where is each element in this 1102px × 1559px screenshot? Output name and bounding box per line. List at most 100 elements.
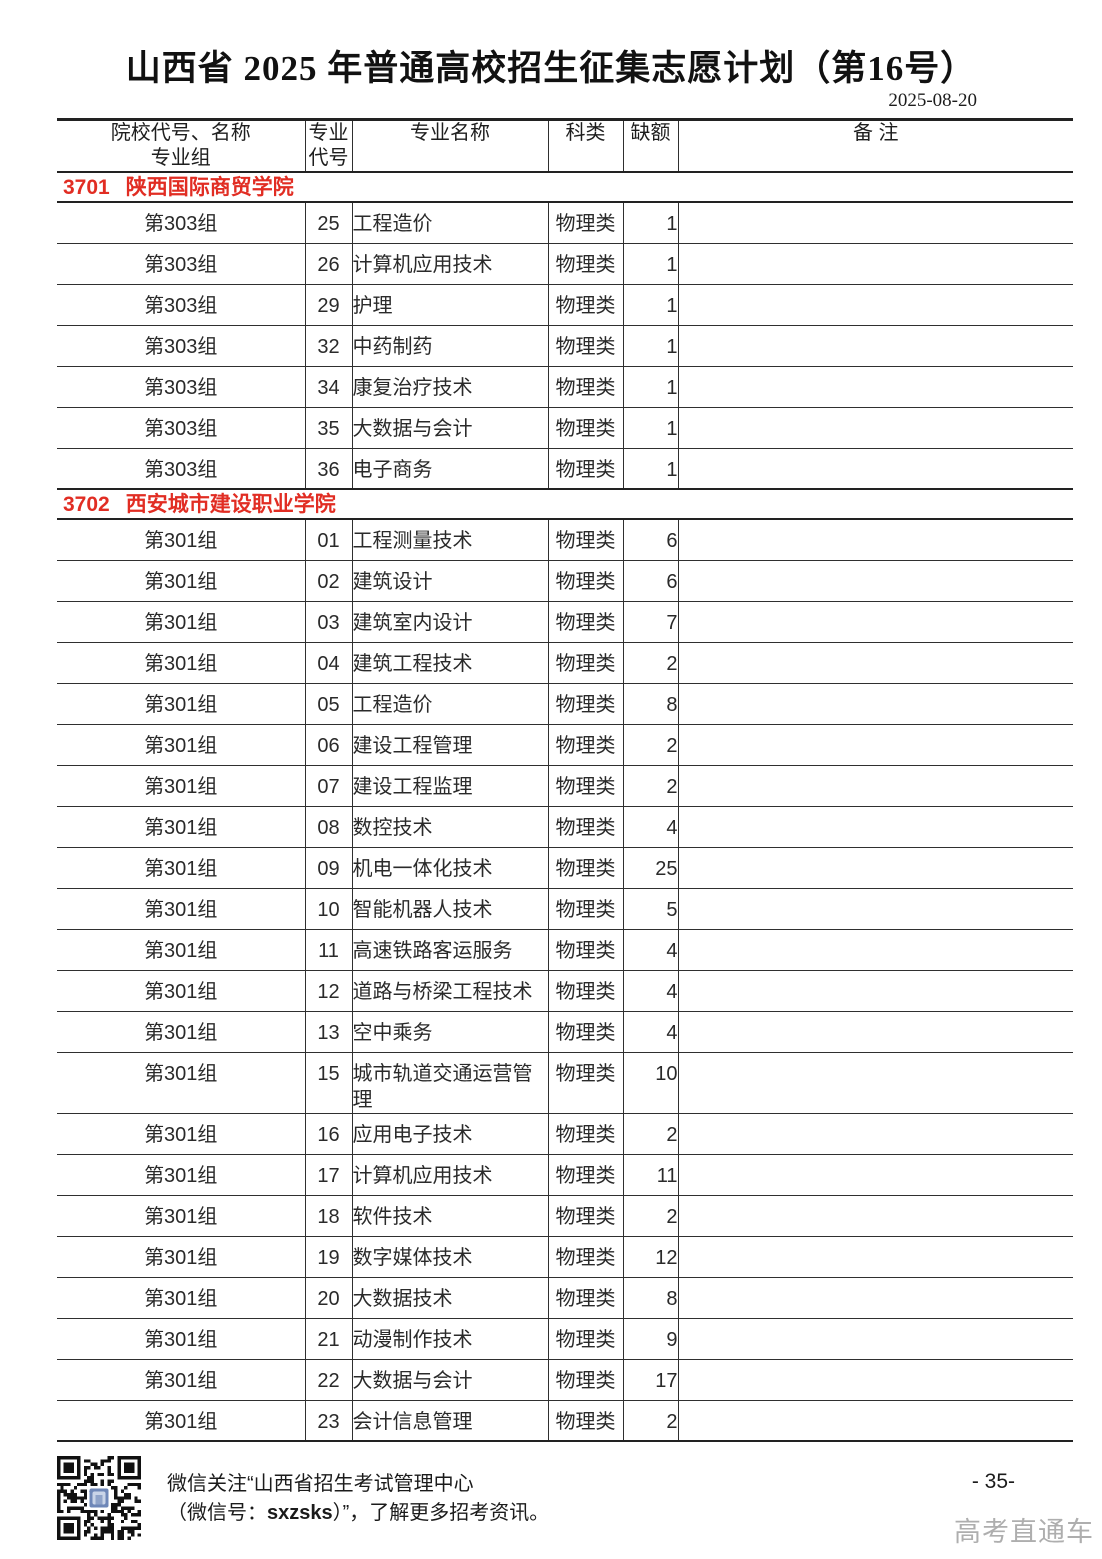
subject-cell: 物理类	[548, 1236, 624, 1277]
vacancy-cell: 1	[623, 366, 679, 407]
major-name-cell: 大数据与会计	[352, 407, 549, 448]
group-cell: 第301组	[57, 806, 306, 847]
major-code-cell: 07	[305, 765, 353, 806]
group-cell: 第301组	[57, 683, 306, 724]
group-cell: 第301组	[57, 560, 306, 601]
major-code-cell: 05	[305, 683, 353, 724]
section-code: 3701	[63, 176, 110, 199]
note-cell	[678, 202, 1073, 243]
subject-cell: 物理类	[548, 560, 624, 601]
table-row: 第301组 08 数控技术 物理类 4	[57, 806, 1073, 847]
subject-cell: 物理类	[548, 1318, 624, 1359]
vacancy-cell: 2	[623, 724, 679, 765]
note-cell	[678, 325, 1073, 366]
major-code-cell: 13	[305, 1011, 353, 1052]
note-cell	[678, 560, 1073, 601]
vacancy-cell: 1	[623, 325, 679, 366]
group-cell: 第303组	[57, 284, 306, 325]
vacancy-cell: 8	[623, 1277, 679, 1318]
note-cell	[678, 1154, 1073, 1195]
table-row: 第301组 12 道路与桥梁工程技术 物理类 4	[57, 970, 1073, 1011]
group-cell: 第301组	[57, 929, 306, 970]
subject-cell: 物理类	[548, 1154, 624, 1195]
major-name-cell: 计算机应用技术	[352, 1154, 549, 1195]
table-row: 第301组 15 城市轨道交通运营管理 物理类 10	[57, 1052, 1073, 1113]
table-row: 第301组 21 动漫制作技术 物理类 9	[57, 1318, 1073, 1359]
subject-cell: 物理类	[548, 1277, 624, 1318]
major-name-cell: 工程造价	[352, 202, 549, 243]
header-college-group: 院校代号、名称 专业组	[57, 119, 306, 172]
wechat-id: sxzsks	[267, 1502, 333, 1524]
header-row: 院校代号、名称 专业组 专业 代号 专业名称 科类 缺额 备 注	[57, 119, 1073, 172]
note-cell	[678, 847, 1073, 888]
table-row: 第301组 13 空中乘务 物理类 4	[57, 1011, 1073, 1052]
section-cell: 3701 陕西国际商贸学院	[57, 172, 1073, 202]
table-row: 第303组 32 中药制药 物理类 1	[57, 325, 1073, 366]
group-cell: 第301组	[57, 1011, 306, 1052]
group-cell: 第303组	[57, 366, 306, 407]
vacancy-cell: 1	[623, 407, 679, 448]
vacancy-cell: 2	[623, 1195, 679, 1236]
page-number: - 35-	[971, 1470, 1015, 1493]
qr-code	[57, 1456, 141, 1540]
note-cell	[678, 519, 1073, 560]
major-name-cell: 建筑设计	[352, 560, 549, 601]
table-row: 第301组 18 软件技术 物理类 2	[57, 1195, 1073, 1236]
subject-cell: 物理类	[548, 1195, 624, 1236]
plan-table: 院校代号、名称 专业组 专业 代号 专业名称 科类 缺额 备 注 3701 陕西国…	[57, 118, 1073, 1442]
major-name-cell: 智能机器人技术	[352, 888, 549, 929]
group-cell: 第301组	[57, 1277, 306, 1318]
subject-cell: 物理类	[548, 765, 624, 806]
major-code-cell: 35	[305, 407, 353, 448]
subject-cell: 物理类	[548, 448, 624, 489]
major-name-cell: 护理	[352, 284, 549, 325]
note-cell	[678, 929, 1073, 970]
note-cell	[678, 724, 1073, 765]
footer-line2: （微信号：sxzsks）”，了解更多招考资讯。	[167, 1499, 549, 1528]
table-row: 第301组 06 建设工程管理 物理类 2	[57, 724, 1073, 765]
major-code-cell: 36	[305, 448, 353, 489]
major-code-cell: 29	[305, 284, 353, 325]
table-row: 第301组 04 建筑工程技术 物理类 2	[57, 642, 1073, 683]
group-cell: 第303组	[57, 243, 306, 284]
note-cell	[678, 1195, 1073, 1236]
group-cell: 第301组	[57, 519, 306, 560]
subject-cell: 物理类	[548, 724, 624, 765]
major-code-cell: 08	[305, 806, 353, 847]
subject-cell: 物理类	[548, 970, 624, 1011]
group-cell: 第303组	[57, 407, 306, 448]
table-row: 第303组 35 大数据与会计 物理类 1	[57, 407, 1073, 448]
group-cell: 第301组	[57, 1052, 306, 1113]
major-code-cell: 18	[305, 1195, 353, 1236]
group-cell: 第301组	[57, 1195, 306, 1236]
note-cell	[678, 1052, 1073, 1113]
major-name-cell: 空中乘务	[352, 1011, 549, 1052]
note-cell	[678, 1113, 1073, 1154]
vacancy-cell: 4	[623, 929, 679, 970]
table-row: 第301组 11 高速铁路客运服务 物理类 4	[57, 929, 1073, 970]
note-cell	[678, 243, 1073, 284]
table-row: 第301组 07 建设工程监理 物理类 2	[57, 765, 1073, 806]
group-cell: 第301组	[57, 1318, 306, 1359]
major-code-cell: 11	[305, 929, 353, 970]
subject-cell: 物理类	[548, 284, 624, 325]
group-cell: 第301组	[57, 642, 306, 683]
major-name-cell: 建设工程监理	[352, 765, 549, 806]
table-row: 第301组 09 机电一体化技术 物理类 25	[57, 847, 1073, 888]
major-code-cell: 06	[305, 724, 353, 765]
major-name-cell: 中药制药	[352, 325, 549, 366]
note-cell	[678, 970, 1073, 1011]
table-row: 第301组 20 大数据技术 物理类 8	[57, 1277, 1073, 1318]
group-cell: 第303组	[57, 448, 306, 489]
major-name-cell: 高速铁路客运服务	[352, 929, 549, 970]
major-code-cell: 03	[305, 601, 353, 642]
note-cell	[678, 683, 1073, 724]
header-line: 专业组	[150, 147, 211, 169]
group-cell: 第303组	[57, 325, 306, 366]
header-line: 代号	[308, 147, 349, 169]
major-name-cell: 动漫制作技术	[352, 1318, 549, 1359]
group-cell: 第301组	[57, 601, 306, 642]
table-row: 第301组 17 计算机应用技术 物理类 11	[57, 1154, 1073, 1195]
subject-cell: 物理类	[548, 1052, 624, 1113]
subject-cell: 物理类	[548, 929, 624, 970]
